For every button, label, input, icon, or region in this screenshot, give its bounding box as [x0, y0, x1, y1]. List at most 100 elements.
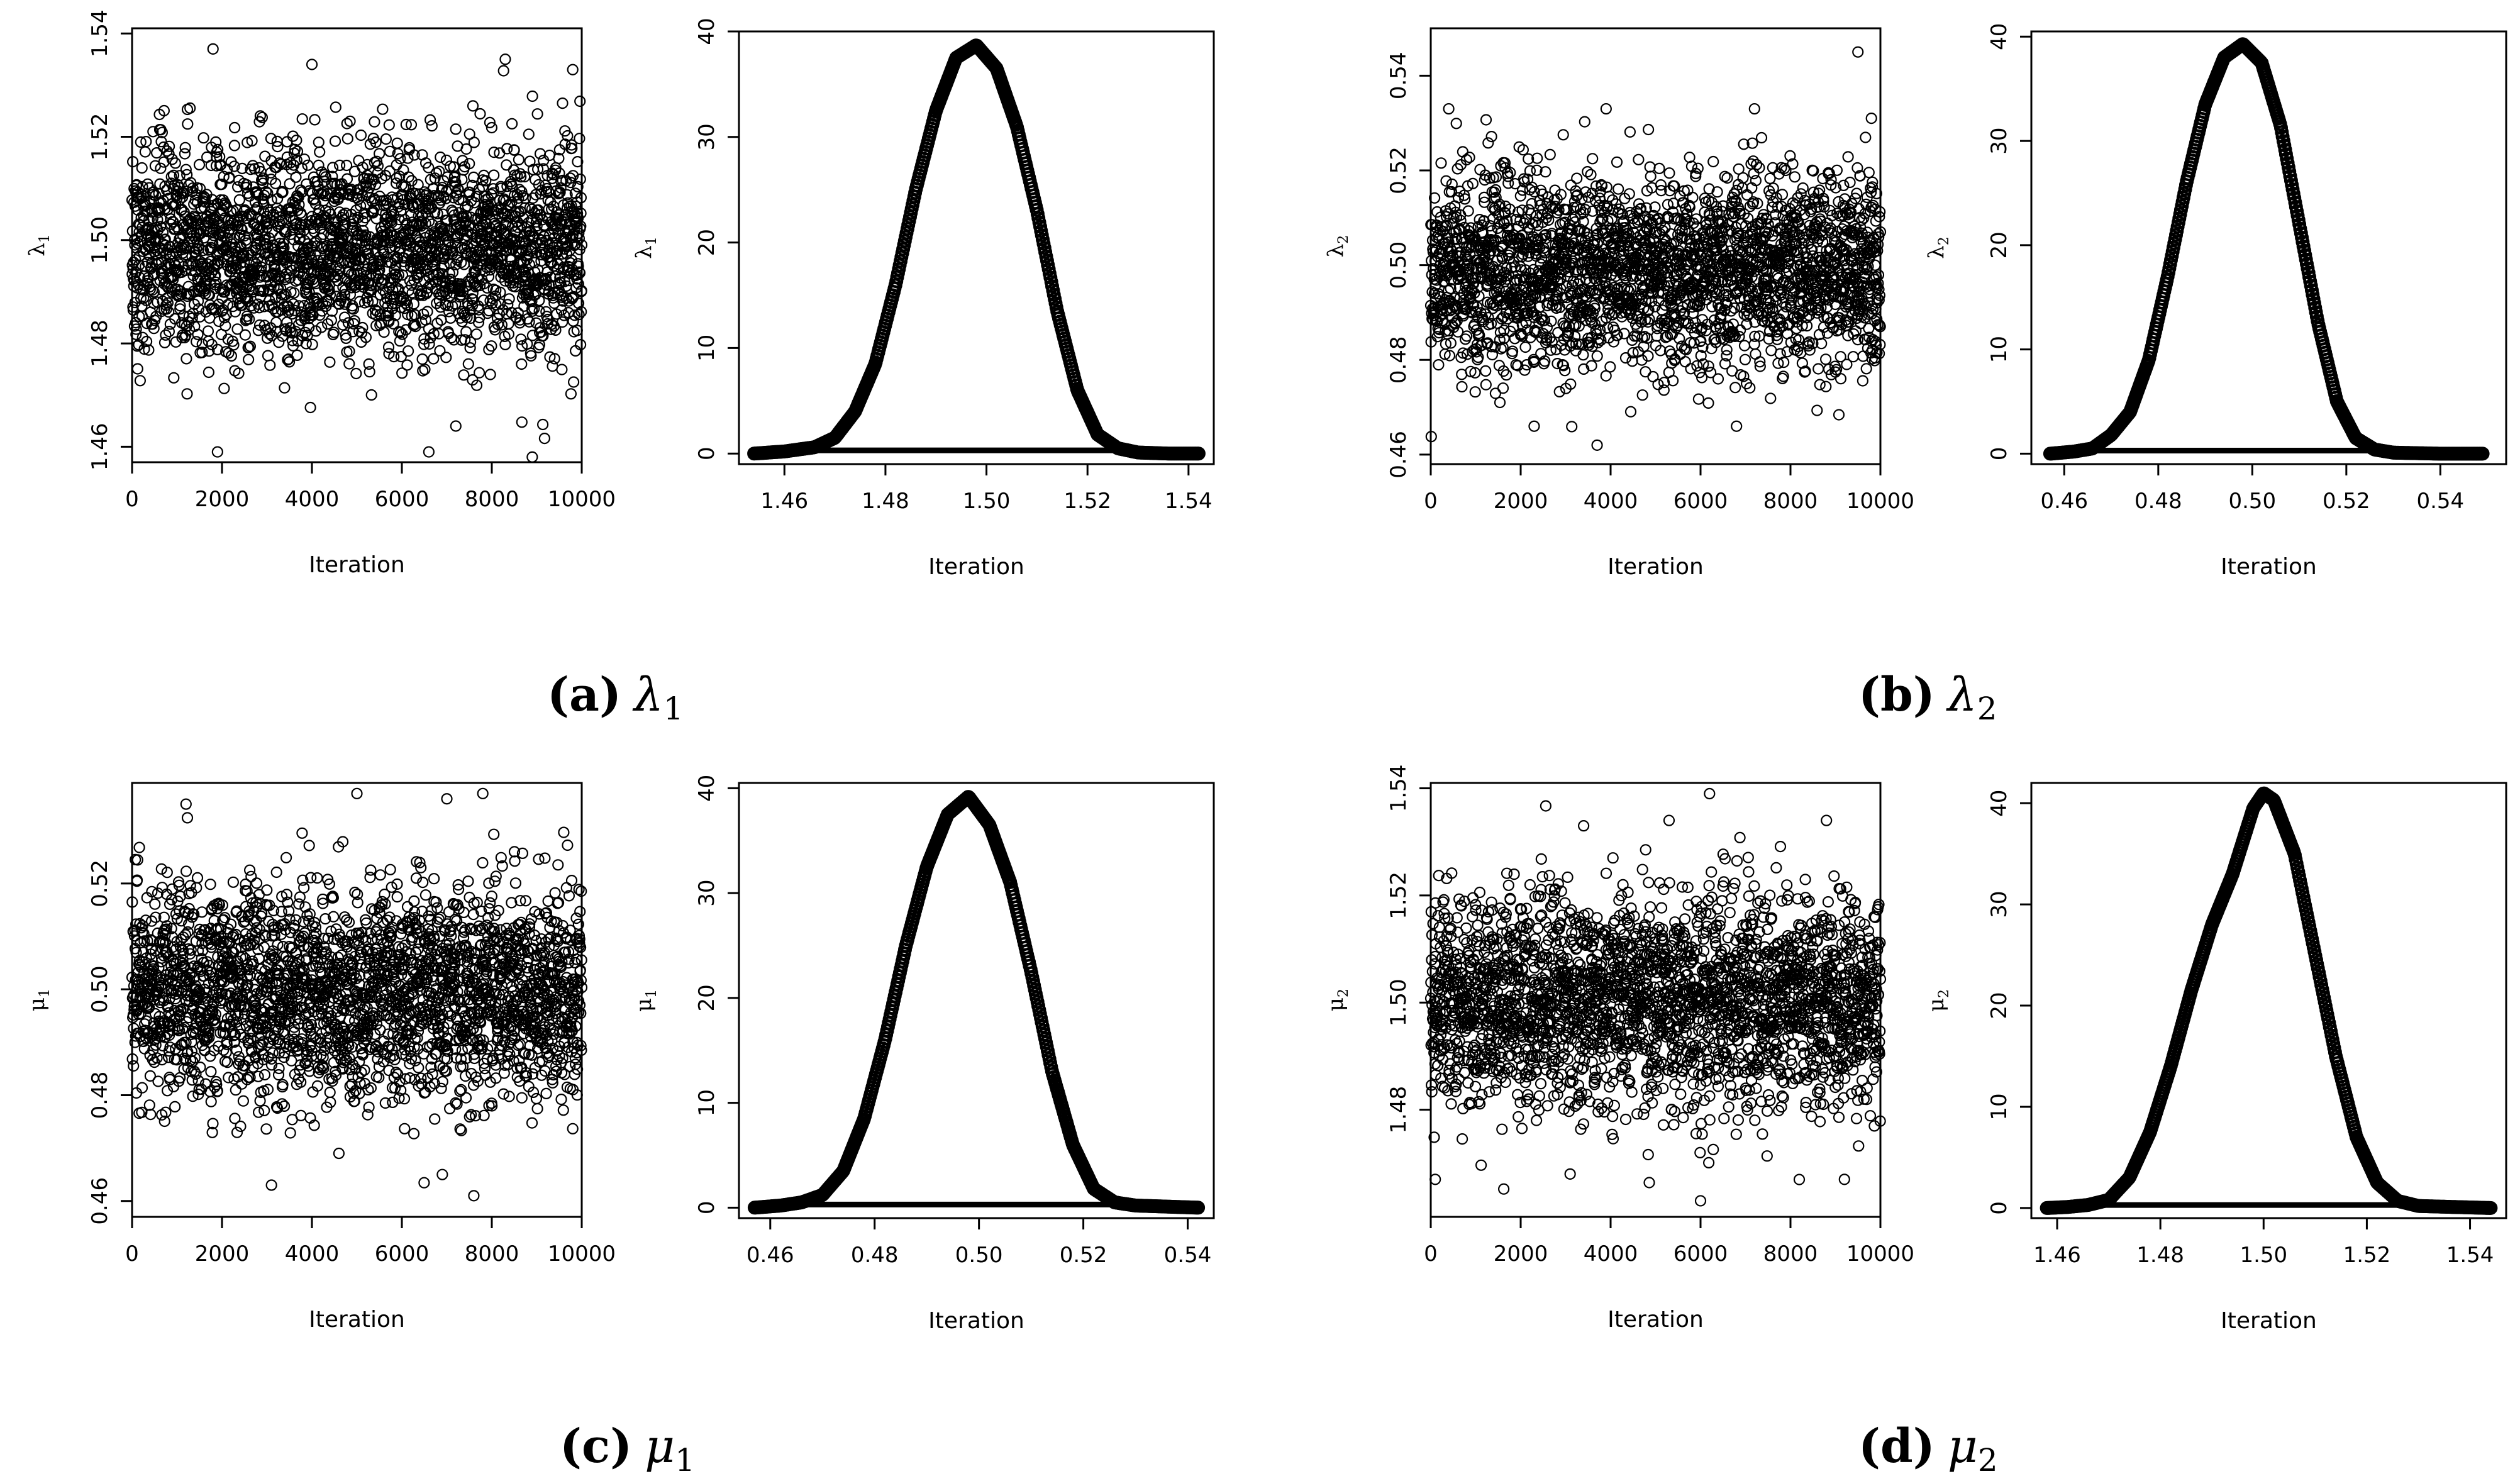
- trace-point: [379, 213, 391, 225]
- trace-point: [257, 286, 269, 297]
- trace-point: [342, 317, 355, 329]
- trace-point: [1480, 114, 1492, 126]
- trace-point: [365, 284, 377, 296]
- trace-point: [396, 291, 408, 302]
- trace-point: [369, 116, 380, 128]
- trace-point: [344, 115, 356, 127]
- trace-point: [340, 159, 353, 172]
- trace-point: [350, 367, 362, 380]
- trace-point: [304, 401, 316, 414]
- trace-point: [158, 104, 170, 117]
- trace-point: [160, 329, 172, 341]
- trace-point: [250, 204, 262, 216]
- trace-point: [423, 446, 435, 458]
- trace-point: [169, 157, 181, 169]
- panel-a-density-xtick-label: 1.52: [1063, 489, 1111, 514]
- trace-point: [1514, 190, 1526, 202]
- trace-point: [279, 251, 291, 263]
- trace-point: [202, 325, 214, 337]
- trace-point: [190, 259, 202, 271]
- trace-point: [375, 173, 387, 185]
- trace-point: [557, 97, 569, 109]
- panel-a-trace-xlabel: Iteration: [309, 552, 405, 578]
- trace-point: [1611, 156, 1623, 168]
- trace-point: [398, 302, 411, 314]
- trace-point: [131, 340, 143, 352]
- trace-point: [364, 366, 375, 378]
- trace-point: [130, 328, 142, 340]
- trace-point: [274, 157, 286, 169]
- trace-point: [526, 90, 538, 103]
- trace-point: [166, 153, 178, 165]
- trace-point: [574, 95, 586, 108]
- trace-point: [264, 328, 275, 340]
- panel-b-trace-ytick-label: 0.50: [1386, 241, 1411, 289]
- trace-point: [1571, 172, 1583, 184]
- trace-point: [383, 119, 395, 131]
- trace-point: [225, 350, 237, 362]
- trace-point: [138, 292, 150, 304]
- trace-point: [132, 237, 144, 249]
- trace-point: [140, 136, 152, 148]
- trace-point: [147, 126, 159, 138]
- trace-point: [384, 145, 396, 157]
- trace-point: [228, 140, 240, 152]
- trace-point: [179, 141, 191, 153]
- trace-point: [1692, 393, 1704, 405]
- panel-a-density-ylabel: λ1: [631, 236, 660, 259]
- trace-point: [501, 143, 513, 155]
- trace-point: [387, 318, 399, 330]
- trace-point: [209, 304, 221, 316]
- trace-point: [350, 242, 362, 254]
- trace-point: [370, 136, 382, 148]
- trace-point: [1544, 148, 1556, 160]
- panel-a-density-xlabel: Iteration: [928, 554, 1024, 580]
- panel-a-trace-xtick-label: 10000: [548, 487, 616, 512]
- trace-point: [141, 335, 153, 348]
- panel-b-trace-ylabel: λ2: [1323, 235, 1352, 258]
- trace-point: [243, 353, 255, 365]
- trace-point: [340, 231, 352, 243]
- trace-point: [1519, 341, 1531, 353]
- trace-point: [1679, 356, 1691, 368]
- trace-point: [324, 356, 336, 368]
- trace-point: [181, 388, 193, 400]
- trace-point: [1644, 161, 1656, 173]
- trace-point: [134, 375, 146, 387]
- trace-point: [1543, 214, 1555, 226]
- trace-point: [303, 321, 315, 333]
- trace-point: [291, 349, 303, 362]
- trace-point: [248, 163, 260, 175]
- trace-point: [368, 174, 380, 186]
- trace-point: [310, 325, 322, 337]
- trace-point: [291, 145, 304, 157]
- trace-point: [360, 331, 372, 343]
- trace-point: [388, 350, 400, 363]
- trace-point: [307, 309, 319, 321]
- trace-point: [179, 241, 192, 253]
- trace-point: [184, 102, 196, 114]
- panel-b-trace-xtick-label: 6000: [1674, 489, 1728, 514]
- trace-point: [1712, 373, 1724, 385]
- trace-point: [314, 146, 326, 158]
- trace-point: [135, 136, 147, 148]
- trace-point: [1636, 389, 1648, 401]
- trace-point: [291, 154, 303, 166]
- trace-point: [565, 388, 577, 400]
- trace-point: [341, 118, 353, 130]
- panel-a-density-ytick-label: 20: [694, 229, 719, 256]
- trace-point: [341, 133, 353, 145]
- trace-point: [284, 272, 296, 284]
- trace-point: [513, 153, 525, 165]
- trace-point: [1480, 365, 1492, 377]
- trace-point: [255, 261, 267, 273]
- trace-point: [243, 341, 255, 353]
- trace-point: [291, 135, 303, 147]
- trace-point: [347, 303, 360, 315]
- panel-b-trace-ytick-label: 0.54: [1386, 52, 1411, 99]
- trace-point: [328, 326, 340, 338]
- trace-point: [473, 367, 486, 379]
- trace-point: [158, 336, 171, 348]
- trace-point: [1645, 170, 1657, 182]
- trace-point: [228, 233, 240, 245]
